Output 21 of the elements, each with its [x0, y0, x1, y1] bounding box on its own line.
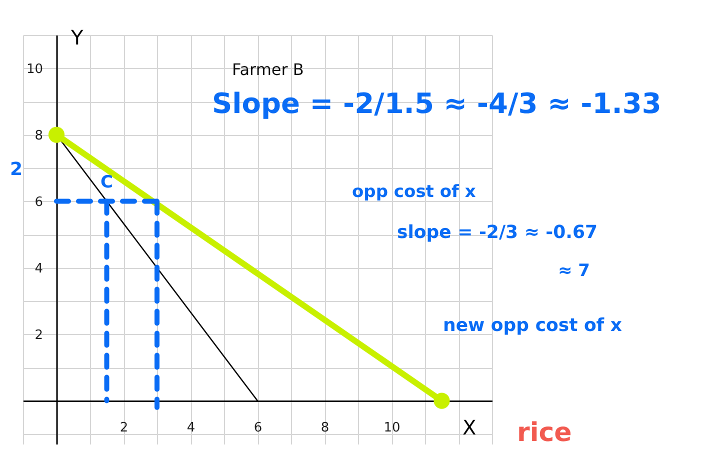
- annotation: opp cost of x: [352, 182, 476, 202]
- y-tick-label: 6: [34, 194, 43, 210]
- x-axis-title: X: [462, 415, 476, 440]
- text: ≈ 7: [558, 261, 590, 281]
- text: rice: [517, 418, 572, 448]
- text: Farmer B: [232, 60, 304, 79]
- x-tick-label: 6: [254, 420, 262, 436]
- y-tick-label: 8: [34, 128, 43, 144]
- annotation: slope = -2/3 ≈ -0.67: [397, 222, 598, 243]
- x-tick-label: 4: [186, 420, 196, 436]
- y-axis-title: Y: [70, 26, 84, 50]
- annotation: C: [100, 172, 113, 192]
- y-tick-label: 4: [34, 261, 43, 276]
- text: 2: [10, 159, 23, 180]
- y-tick-label: 10: [26, 62, 43, 77]
- annotation: new opp cost of x: [443, 315, 622, 336]
- x-tick-label: 10: [384, 420, 400, 436]
- y-tick-label: 2: [34, 328, 43, 343]
- annotation: Slope = -2/1.5 ≈ -4/3 ≈ -1.33: [212, 87, 662, 120]
- x-tick-label: 8: [320, 420, 330, 436]
- x-tick-label: 2: [120, 420, 128, 436]
